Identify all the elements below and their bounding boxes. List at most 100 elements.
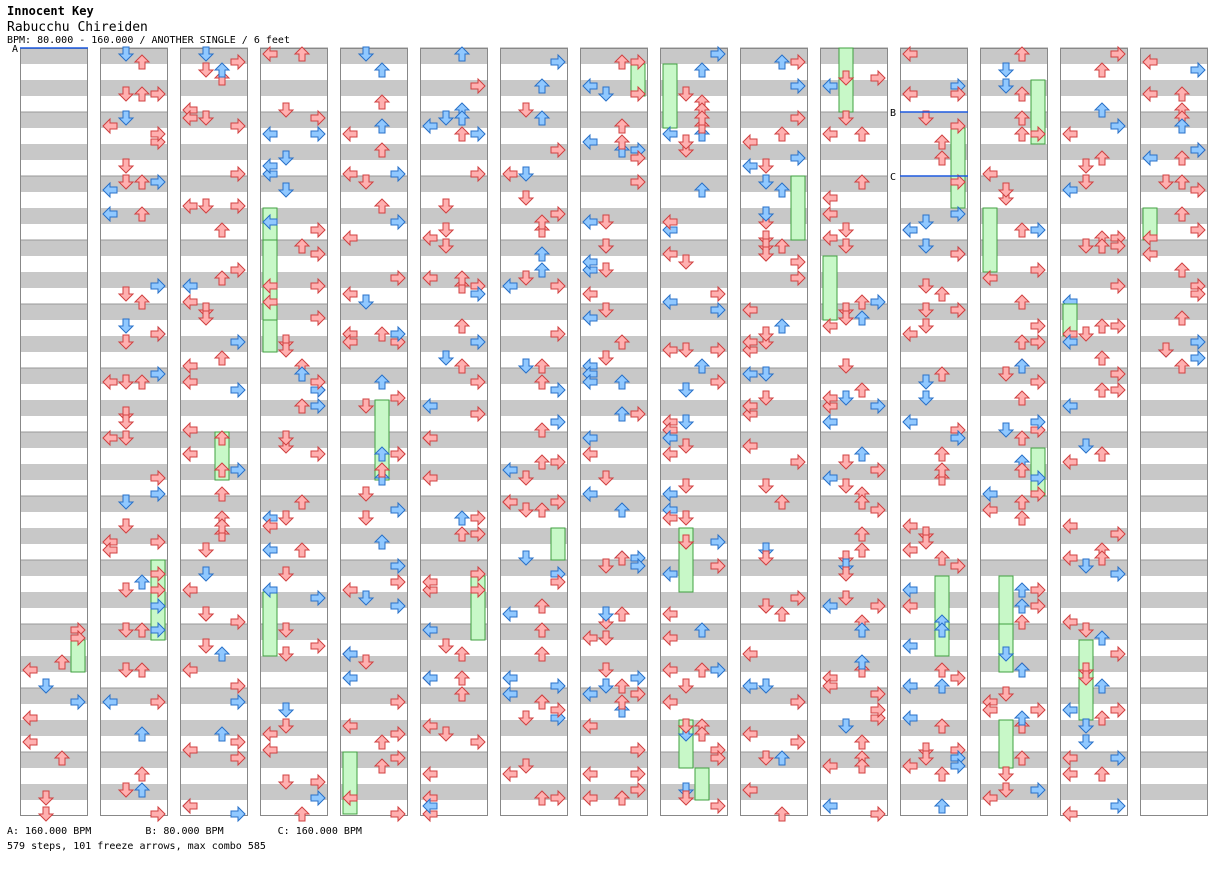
- beat-stripe: [660, 464, 728, 480]
- step-arrow: [262, 293, 278, 311]
- step-arrow: [117, 494, 135, 510]
- step-arrow: [390, 445, 406, 463]
- step-arrow: [1077, 718, 1095, 734]
- step-arrow: [1093, 710, 1111, 726]
- freeze-arrow: [982, 207, 998, 273]
- step-arrow: [710, 557, 726, 575]
- step-arrow: [837, 454, 855, 470]
- step-arrow: [1077, 174, 1095, 190]
- beat-stripe: [340, 176, 408, 192]
- step-arrow: [582, 285, 598, 303]
- step-arrow: [1110, 277, 1126, 295]
- beat-stripe: [260, 528, 328, 544]
- beat-stripe: [1060, 784, 1128, 800]
- beat-stripe: [20, 784, 88, 800]
- beat-stripe: [820, 784, 888, 800]
- step-arrow: [310, 245, 326, 263]
- step-arrow: [933, 150, 951, 166]
- step-arrow: [742, 301, 758, 319]
- step-arrow: [677, 134, 695, 150]
- step-arrow: [310, 373, 326, 391]
- step-arrow: [102, 373, 118, 391]
- step-arrow: [757, 478, 775, 494]
- step-arrow: [262, 541, 278, 559]
- step-arrow: [582, 485, 598, 503]
- step-arrow: [1013, 510, 1031, 526]
- step-arrow: [677, 510, 695, 526]
- step-arrow: [213, 430, 231, 446]
- step-arrow: [757, 550, 775, 566]
- beat-stripe: [1060, 144, 1128, 160]
- step-arrow: [293, 366, 311, 382]
- step-arrow: [997, 686, 1015, 702]
- step-arrow: [422, 621, 438, 639]
- step-arrow: [310, 309, 326, 327]
- beat-stripe: [820, 560, 888, 576]
- bpm-legend: A: 160.000 BPM B: 80.000 BPM C: 160.000 …: [7, 826, 410, 837]
- beat-stripe: [100, 784, 168, 800]
- column-border: [980, 48, 1048, 816]
- step-arrow: [533, 246, 551, 262]
- step-arrow: [22, 709, 38, 727]
- step-arrow: [742, 133, 758, 151]
- step-arrow: [53, 654, 71, 670]
- step-arrow: [533, 214, 551, 230]
- step-arrow: [262, 277, 278, 295]
- column-border: [180, 48, 248, 816]
- beat-stripe: [580, 656, 648, 672]
- column-border: [820, 48, 888, 816]
- step-arrow: [373, 142, 391, 158]
- beat-stripe: [340, 624, 408, 640]
- step-arrow: [1030, 261, 1046, 279]
- step-arrow: [470, 405, 486, 423]
- step-arrow: [517, 758, 535, 774]
- step-arrow: [790, 53, 806, 71]
- chart-summary: 579 steps, 101 freeze arrows, max combo …: [7, 841, 266, 852]
- step-arrow: [453, 686, 471, 702]
- step-arrow: [597, 558, 615, 574]
- beat-stripe: [1140, 720, 1208, 736]
- step-arrow: [837, 590, 855, 606]
- step-arrow: [1013, 126, 1031, 142]
- step-arrow: [613, 790, 631, 806]
- step-arrow: [1013, 710, 1031, 726]
- step-arrow: [502, 765, 518, 783]
- step-arrow: [262, 517, 278, 535]
- step-arrow: [822, 797, 838, 815]
- step-arrow: [1093, 318, 1111, 334]
- step-arrow: [693, 726, 711, 742]
- step-arrow: [390, 389, 406, 407]
- chart-column: [820, 47, 888, 823]
- step-arrow: [997, 782, 1015, 798]
- beat-stripe: [500, 432, 568, 448]
- step-arrow: [693, 110, 711, 126]
- step-arrow: [1093, 630, 1111, 646]
- step-arrow: [997, 62, 1015, 78]
- step-arrow: [470, 373, 486, 391]
- step-arrow: [453, 670, 471, 686]
- step-arrow: [310, 445, 326, 463]
- step-arrow: [853, 758, 871, 774]
- beat-stripe: [1140, 784, 1208, 800]
- step-arrow: [277, 718, 295, 734]
- step-arrow: [117, 110, 135, 126]
- step-arrow: [582, 765, 598, 783]
- beat-stripe: [420, 688, 488, 704]
- step-arrow: [822, 77, 838, 95]
- step-arrow: [230, 693, 246, 711]
- step-arrow: [117, 622, 135, 638]
- beat-stripe: [980, 720, 1048, 736]
- beat-stripe: [820, 528, 888, 544]
- step-arrow: [1142, 149, 1158, 167]
- step-arrow: [117, 318, 135, 334]
- step-arrow: [917, 534, 935, 550]
- step-arrow: [870, 69, 886, 87]
- step-arrow: [470, 525, 486, 543]
- step-arrow: [613, 118, 631, 134]
- step-arrow: [662, 661, 678, 679]
- step-arrow: [982, 165, 998, 183]
- step-arrow: [213, 518, 231, 534]
- step-arrow: [422, 269, 438, 287]
- beat-stripe: [500, 240, 568, 256]
